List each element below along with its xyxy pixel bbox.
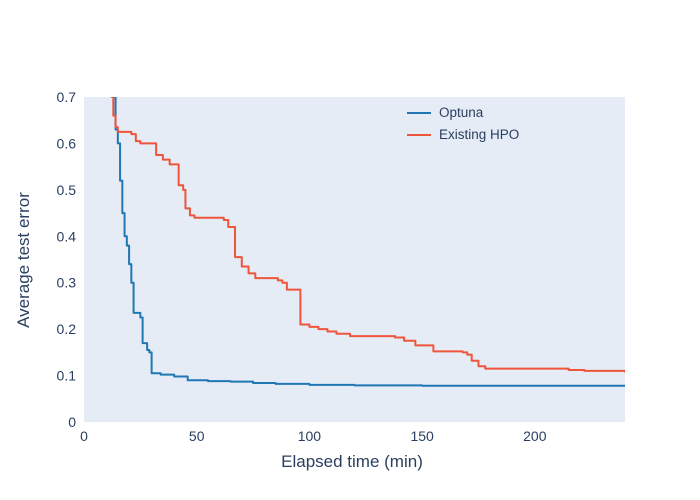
y-tick-label: 0.4: [57, 228, 77, 244]
x-axis-title: Elapsed time (min): [281, 452, 423, 471]
y-axis-title: Average test error: [14, 192, 33, 328]
plot-background: [84, 97, 625, 422]
y-tick-label: 0.7: [57, 89, 77, 105]
y-tick-label: 0.3: [57, 275, 77, 291]
legend-label-optuna: Optuna: [439, 105, 484, 120]
legend-item-existing-hpo[interactable]: Existing HPO: [407, 127, 519, 142]
y-tick-label: 0.6: [57, 135, 77, 151]
existing-hpo-line-icon: [407, 133, 431, 136]
x-tick-label: 0: [80, 428, 88, 444]
y-tick-label: 0.5: [57, 182, 77, 198]
x-tick-label: 50: [189, 428, 205, 444]
x-tick-label: 150: [410, 428, 434, 444]
optuna-line-icon: [407, 111, 431, 114]
legend-label-existing-hpo: Existing HPO: [439, 127, 520, 142]
x-tick-label: 200: [523, 428, 547, 444]
x-tick-label: 100: [298, 428, 322, 444]
y-tick-label: 0: [68, 414, 76, 430]
y-tick-label: 0.2: [57, 321, 77, 337]
existing-hpo-series-line: [111, 97, 625, 373]
legend-item-optuna[interactable]: Optuna: [407, 105, 519, 120]
legend: Optuna Existing HPO: [407, 105, 519, 142]
y-tick-label: 0.1: [57, 368, 77, 384]
optuna-series-line: [113, 97, 625, 387]
